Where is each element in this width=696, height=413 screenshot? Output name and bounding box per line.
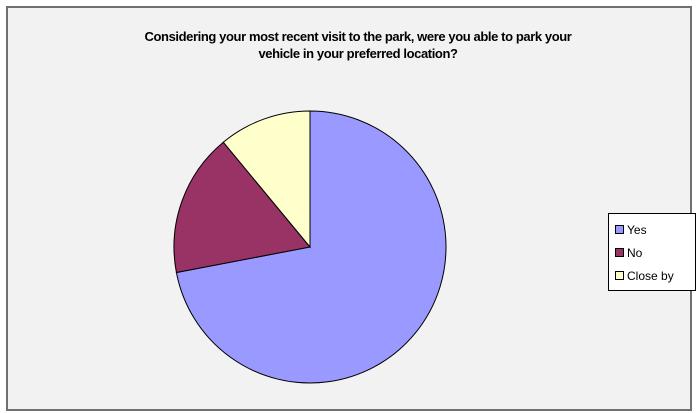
chart-title-line-1: Considering your most recent visit to th… [144, 29, 572, 44]
legend-label-yes: Yes [627, 222, 647, 237]
pie-slice-no [173, 141, 311, 274]
pie-chart [173, 110, 447, 384]
legend: Yes No Close by [608, 213, 696, 291]
legend-label-close-by: Close by [627, 268, 674, 283]
legend-label-no: No [627, 245, 643, 260]
legend-item-yes: Yes [615, 218, 689, 241]
chart-area: Considering your most recent visit to th… [6, 6, 696, 411]
legend-item-close-by: Close by [615, 264, 689, 287]
chart-title: Considering your most recent visit to th… [68, 28, 648, 62]
legend-swatch-yes [615, 225, 624, 234]
legend-item-no: No [615, 241, 689, 264]
pie-slice-close-by [222, 110, 311, 249]
chart-title-line-2: vehicle in your preferred location? [258, 46, 458, 61]
legend-swatch-close-by [615, 271, 624, 280]
pie-slice-yes [175, 110, 447, 384]
legend-swatch-no [615, 248, 624, 257]
